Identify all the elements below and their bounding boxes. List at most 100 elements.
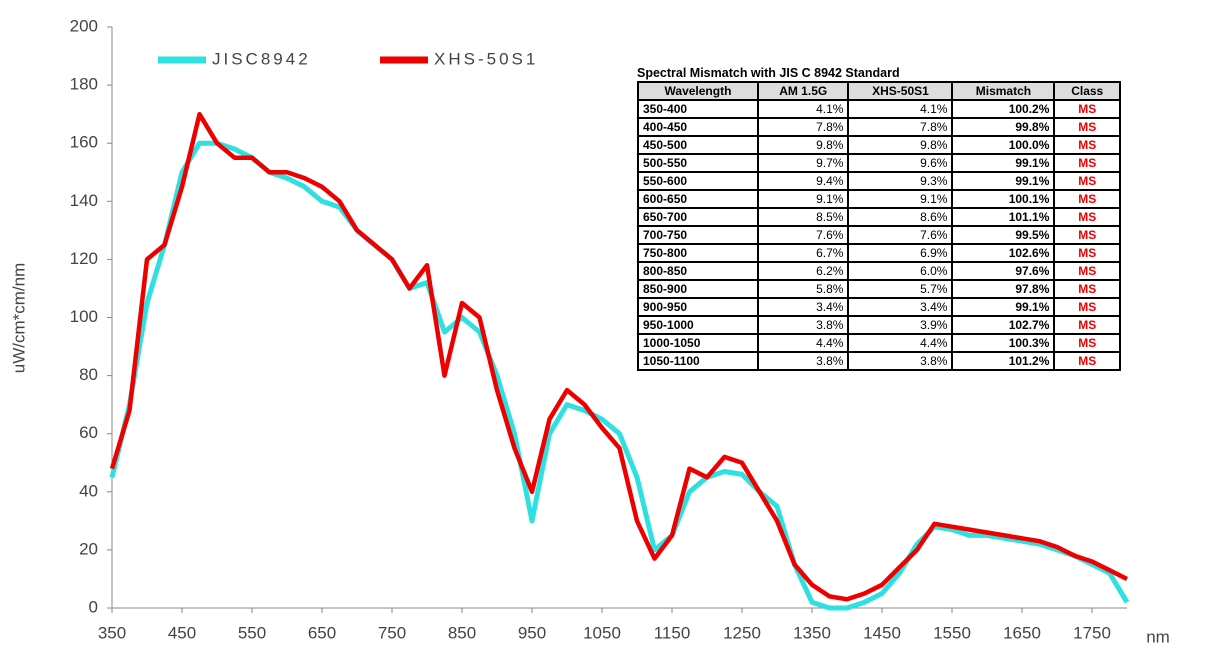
table-cell: 400-450 [637,117,759,137]
table-cell: 7.6% [756,225,850,245]
table-cell: MS [1053,315,1121,335]
table-cell: 750-800 [637,243,759,263]
x-tick-label: 350 [98,623,126,642]
y-tick-label: 80 [79,365,98,384]
table-cell: MS [1053,333,1121,353]
y-tick-label: 100 [70,307,98,326]
table-cell: 3.8% [756,315,850,335]
table-cell: 6.0% [847,261,954,281]
table-cell: 9.8% [847,135,954,155]
y-tick-label: 40 [79,481,98,500]
y-tick-label: 180 [70,75,98,94]
table-cell: 6.9% [847,243,954,263]
table-cell: 500-550 [637,153,759,173]
table-cell: 4.4% [756,333,850,353]
table-cell: 650-700 [637,207,759,227]
table-cell: MS [1053,297,1121,317]
x-tick-label: 1050 [583,623,621,642]
table-cell: 9.1% [756,189,850,209]
x-tick-label: 1750 [1073,623,1111,642]
y-tick-label: 140 [70,191,98,210]
header-row: Wavelength AM 1.5G XHS-50S1 Mismatch Class [637,81,1121,101]
column-header: Class [1053,81,1121,101]
table-cell: 850-900 [637,279,759,299]
table-cell: 5.8% [756,279,850,299]
table-cell: 100.3% [951,333,1056,353]
table: Wavelength AM 1.5G XHS-50S1 Mismatch Class 35… [637,81,1121,371]
table-cell: 7.8% [756,117,850,137]
table-cell: 9.1% [847,189,954,209]
column-header: AM 1.5G [756,81,850,101]
table-cell: MS [1053,225,1121,245]
x-tick-label: 1450 [863,623,901,642]
x-tick-label: 450 [168,623,196,642]
table-cell: 7.6% [847,225,954,245]
table-cell: MS [1053,261,1121,281]
table-row: 1050-1100 3.8% 3.8% 101.2% MS [637,351,1121,371]
table-cell: 950-1000 [637,315,759,335]
table-row: 450-500 9.8% 9.8% 100.0% MS [637,135,1121,155]
table-cell: 9.8% [756,135,850,155]
table-cell: MS [1053,99,1121,119]
table-cell: 700-750 [637,225,759,245]
table-cell: 102.6% [951,243,1056,263]
table-cell: MS [1053,207,1121,227]
table-cell: 3.8% [847,351,954,371]
series-line [109,111,1129,602]
table-cell: 900-950 [637,297,759,317]
table-cell: MS [1053,351,1121,371]
series-line [109,140,1130,611]
table-row: 350-400 4.1% 4.1% 100.2% MS [637,99,1121,119]
x-tick-label: 1250 [723,623,761,642]
table-row: 750-800 6.7% 6.9% 102.6% MS [637,243,1121,263]
y-tick-label: 120 [70,249,98,268]
table-cell: 100.0% [951,135,1056,155]
table-row: 900-950 3.4% 3.4% 99.1% MS [637,297,1121,317]
table-cell: 3.4% [847,297,954,317]
table-cell: 4.4% [847,333,954,353]
table-cell: 97.6% [951,261,1056,281]
table-cell: 3.4% [756,297,850,317]
table-row: 950-1000 3.8% 3.9% 102.7% MS [637,315,1121,335]
x-tick-label: 950 [518,623,546,642]
table-cell: 8.5% [756,207,850,227]
table-cell: 9.6% [847,153,954,173]
table-cell: 99.1% [951,171,1056,191]
table-cell: 5.7% [847,279,954,299]
table-row: 700-750 7.6% 7.6% 99.5% MS [637,225,1121,245]
table-cell: 100.1% [951,189,1056,209]
table-cell: 6.2% [756,261,850,281]
table-cell: 6.7% [756,243,850,263]
table-row: 600-650 9.1% 9.1% 100.1% MS [637,189,1121,209]
y-tick-label: 160 [70,133,98,152]
table-cell: 7.8% [847,117,954,137]
table-cell: 550-600 [637,171,759,191]
x-tick-label: 650 [308,623,336,642]
table-row: 550-600 9.4% 9.3% 99.1% MS [637,171,1121,191]
x-tick-label: 1350 [793,623,831,642]
x-tick-label: 550 [238,623,266,642]
y-tick-label: 20 [79,539,98,558]
table-cell: 600-650 [637,189,759,209]
table-cell: 8.6% [847,207,954,227]
x-tick-label: 750 [378,623,406,642]
x-tick-label: 1550 [933,623,971,642]
table-cell: 100.2% [951,99,1056,119]
table-cell: 3.8% [756,351,850,371]
table-cell: MS [1053,243,1121,263]
legend-label: JISC8942 [212,49,311,68]
table-row: 850-900 5.8% 5.7% 97.8% MS [637,279,1121,299]
table-cell: 101.2% [951,351,1056,371]
x-axis-label: nm [1146,627,1170,646]
column-header: XHS-50S1 [847,81,954,101]
table-cell: 102.7% [951,315,1056,335]
table-cell: 9.4% [756,171,850,191]
table-cell: 97.8% [951,279,1056,299]
table-cell: 99.1% [951,297,1056,317]
y-tick-label: 60 [79,423,98,442]
y-axis-label: uW/cm*cm/nm [9,263,28,374]
table-cell: 9.3% [847,171,954,191]
table-cell: 9.7% [756,153,850,173]
